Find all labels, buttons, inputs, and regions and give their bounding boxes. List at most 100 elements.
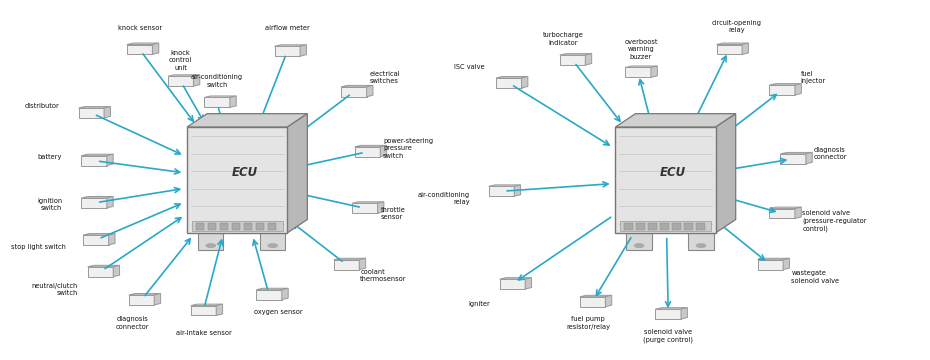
Text: overboost
warning
buzzer: overboost warning buzzer [624, 39, 658, 60]
Text: distributor: distributor [25, 103, 60, 109]
FancyBboxPatch shape [187, 127, 287, 233]
Polygon shape [625, 66, 658, 67]
FancyBboxPatch shape [198, 232, 223, 250]
Polygon shape [560, 54, 591, 55]
FancyBboxPatch shape [616, 127, 715, 233]
FancyBboxPatch shape [334, 260, 359, 270]
Polygon shape [341, 85, 373, 87]
FancyBboxPatch shape [128, 295, 154, 305]
FancyBboxPatch shape [205, 98, 230, 107]
Text: circuit-opening
relay: circuit-opening relay [711, 20, 762, 33]
FancyBboxPatch shape [660, 223, 669, 230]
Polygon shape [354, 145, 387, 147]
Text: solenoid valve
(pressure-regulator
control): solenoid valve (pressure-regulator contr… [803, 210, 867, 231]
Text: ISC valve: ISC valve [455, 64, 485, 70]
Polygon shape [83, 234, 115, 235]
FancyBboxPatch shape [626, 232, 652, 250]
Polygon shape [616, 114, 736, 127]
FancyBboxPatch shape [232, 223, 240, 230]
Polygon shape [187, 114, 307, 127]
FancyBboxPatch shape [499, 279, 525, 289]
FancyBboxPatch shape [192, 221, 283, 231]
FancyBboxPatch shape [672, 223, 681, 230]
Polygon shape [205, 96, 236, 98]
Polygon shape [153, 43, 159, 54]
Text: ECU: ECU [659, 166, 685, 179]
Text: turbocharge
indicator: turbocharge indicator [543, 32, 584, 46]
Polygon shape [514, 185, 521, 196]
FancyBboxPatch shape [716, 45, 742, 54]
FancyBboxPatch shape [83, 235, 109, 245]
Text: diagnosis
connector: diagnosis connector [813, 147, 846, 160]
Text: stop light switch: stop light switch [11, 244, 66, 250]
Polygon shape [656, 308, 687, 309]
FancyBboxPatch shape [257, 290, 282, 300]
Polygon shape [300, 45, 306, 56]
FancyBboxPatch shape [624, 223, 632, 230]
Polygon shape [605, 295, 612, 307]
Polygon shape [488, 185, 521, 186]
Polygon shape [499, 278, 532, 279]
Polygon shape [81, 197, 113, 198]
FancyBboxPatch shape [780, 154, 806, 164]
Text: igniter: igniter [469, 301, 490, 307]
Polygon shape [257, 288, 288, 290]
Polygon shape [193, 75, 200, 86]
Polygon shape [496, 77, 528, 78]
FancyBboxPatch shape [268, 223, 276, 230]
FancyBboxPatch shape [220, 223, 228, 230]
Polygon shape [525, 278, 532, 289]
Polygon shape [113, 265, 120, 277]
Polygon shape [806, 152, 812, 164]
Text: diagnosis
connector: diagnosis connector [115, 316, 149, 330]
Polygon shape [579, 295, 612, 297]
Polygon shape [334, 258, 365, 260]
Text: ECU: ECU [232, 166, 258, 179]
Polygon shape [359, 258, 365, 270]
FancyBboxPatch shape [697, 223, 705, 230]
FancyBboxPatch shape [684, 223, 693, 230]
Circle shape [634, 244, 644, 247]
FancyBboxPatch shape [341, 87, 366, 97]
Polygon shape [651, 66, 658, 77]
Polygon shape [109, 234, 115, 245]
Polygon shape [126, 43, 159, 45]
FancyBboxPatch shape [256, 223, 264, 230]
Polygon shape [87, 265, 120, 267]
Polygon shape [282, 288, 288, 300]
FancyBboxPatch shape [579, 297, 605, 307]
FancyBboxPatch shape [648, 223, 657, 230]
FancyBboxPatch shape [81, 156, 107, 166]
FancyBboxPatch shape [496, 78, 522, 88]
FancyBboxPatch shape [78, 108, 104, 118]
FancyBboxPatch shape [208, 223, 217, 230]
Polygon shape [758, 258, 790, 260]
Text: knock sensor: knock sensor [117, 25, 162, 31]
Text: air-conditioning
relay: air-conditioning relay [418, 192, 470, 205]
Text: neutral/clutch
switch: neutral/clutch switch [32, 283, 78, 296]
FancyBboxPatch shape [688, 232, 714, 250]
FancyBboxPatch shape [196, 223, 205, 230]
Polygon shape [795, 84, 802, 95]
FancyBboxPatch shape [636, 223, 644, 230]
Text: electrical
switches: electrical switches [369, 71, 400, 85]
Polygon shape [107, 197, 113, 208]
Polygon shape [780, 152, 812, 154]
Text: throttle
sensor: throttle sensor [381, 207, 406, 220]
FancyBboxPatch shape [560, 55, 585, 65]
Polygon shape [78, 107, 111, 108]
Text: battery: battery [38, 154, 62, 160]
Text: air-intake sensor: air-intake sensor [176, 330, 232, 337]
FancyBboxPatch shape [769, 85, 795, 95]
FancyBboxPatch shape [620, 221, 711, 231]
Text: airflow meter: airflow meter [265, 25, 310, 31]
Text: coolant
thermosensor: coolant thermosensor [360, 269, 406, 282]
Polygon shape [716, 43, 749, 45]
Text: knock
control
unit: knock control unit [169, 50, 193, 71]
Polygon shape [795, 207, 802, 219]
Text: oxygen sensor: oxygen sensor [254, 309, 302, 315]
Polygon shape [230, 96, 236, 107]
Polygon shape [378, 202, 384, 213]
Polygon shape [128, 293, 161, 295]
Polygon shape [769, 84, 802, 85]
